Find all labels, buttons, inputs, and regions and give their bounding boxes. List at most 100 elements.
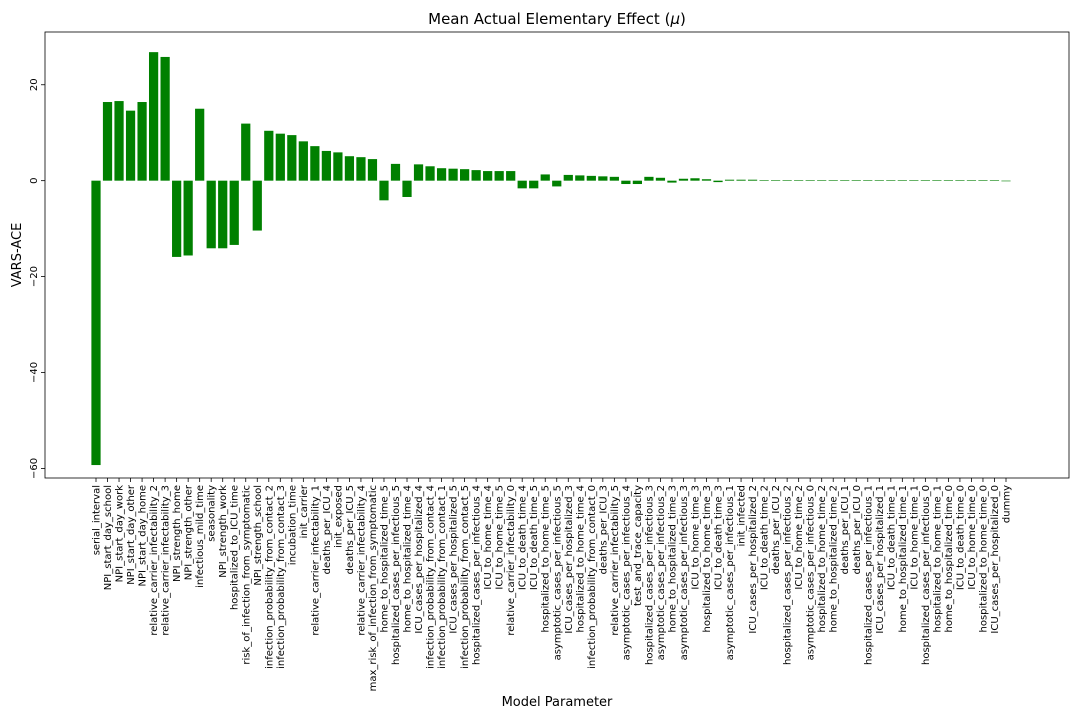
x-tick-label: relative_carrier_infectability_2 [149,485,160,636]
x-tick-label: hospitalized_cases_per_infectious_2 [783,485,794,665]
bar-hospitalized_to_home_time_0 [978,180,988,181]
x-tick-label: risk_of_infection_from_symptomatic [241,485,252,665]
bar-deaths_per_ICU_1 [840,180,850,181]
bar-relative_carrier_infectability_4 [356,157,366,181]
bar-hospitalized_cases_per_infectious_2 [782,180,792,181]
bar-hospitalized_cases_per_infectious_3 [644,176,654,181]
bar-infection_probability_from_contact_2 [264,130,274,181]
x-tick-label: infection_probability_from_contact_1 [437,485,448,669]
x-tick-label: hospitalized_to_home_time_0 [978,485,989,633]
bar-ICU_to_death_time_2 [759,180,769,181]
y-tick-label: 20 [29,78,40,91]
x-tick-label: ICU_to_home_time_4 [483,485,494,590]
y-axis-title: VARS-ACE [10,223,25,288]
bar-NPI_start_day_home [137,102,147,181]
x-tick-label: hospitalized_cases_per_infectious_4 [472,485,483,665]
bar-ICU_cases_per_hospitalized_2 [747,179,758,181]
x-tick-label: ICU_to_death_time_4 [518,485,529,590]
bar-relative_carrier_infectability_3 [160,56,170,181]
bar-hospitalized_cases_per_infectious_5 [390,163,401,181]
bar-ICU_to_home_time_2 [794,180,804,181]
bar-NPI_strength_other [183,180,193,256]
bar-max_risk_of_infection_from_symptomatic [367,159,378,181]
x-tick-label: ICU_to_death_time_5 [529,485,540,590]
bar-infection_probability_from_contact_5 [460,169,470,181]
x-tick-label: NPI_start_day_other [126,484,137,585]
bar-ICU_to_death_time_0 [955,180,965,181]
bar-ICU_to_home_time_0 [966,180,977,181]
x-tick-label: relative_carrier_infectability_4 [356,485,367,636]
bar-infectious_mild_time [195,108,205,181]
x-tick-label: NPI_strength_school [253,485,264,586]
bar-deaths_per_ICU_0 [851,180,861,181]
x-tick-label: home_to_hospitalized_time_5 [379,485,390,633]
bar-asymptotic_cases_per_infectious_5 [552,180,562,187]
x-tick-label: infection_probability_from_contact_2 [264,485,275,669]
x-tick-label: NPI_start_day_work [115,485,126,583]
bar-serial_interval [91,180,101,466]
bar-hospitalized_to_ICU_time [229,180,239,245]
x-tick-label: NPI_start_day_home [138,485,149,587]
x-tick-label: init_carrier [299,484,310,538]
bar-ICU_to_home_time_4 [483,171,493,181]
bar-NPI_start_day_other [125,110,136,181]
x-tick-label: dummy [1002,485,1013,523]
bar-asymptotic_cases_per_infectious_2 [655,177,666,181]
x-tick-label: ICU_to_home_time_5 [495,485,506,590]
bar-ICU_to_home_time_3 [690,178,700,181]
bar-hospitalized_cases_per_infectious_1 [863,180,873,181]
bar-home_to_hospitalized_time_0 [943,180,954,181]
x-tick-label: hospitalized_to_home_time_5 [541,485,552,633]
bar-ICU_to_home_time_1 [909,180,919,181]
x-tick-label: home_to_hospitalized_time_1 [898,485,909,633]
x-tick-label: hospitalized_cases_per_infectious_3 [644,485,655,665]
bar-init_exposed [333,152,343,181]
x-tick-label: ICU_cases_per_hospitalized_1 [875,485,886,634]
bar-ICU_cases_per_hospitalized_1 [874,180,884,181]
x-tick-label: hospitalized_cases_per_infectious_5 [391,485,402,665]
x-tick-label: infection_probability_from_contact_5 [460,485,471,669]
x-tick-label: hospitalized_to_home_time_4 [575,485,586,633]
x-tick-label: hospitalized_to_ICU_time [230,485,241,610]
x-tick-label: hospitalized_to_home_time_3 [702,485,713,633]
bar-NPI_start_day_school [102,102,113,181]
bar-deaths_per_ICU_5 [344,156,355,181]
plot-frame [44,31,1070,479]
bar-NPI_strength_work [218,180,228,249]
x-tick-label: relative_carrier_infectability_1 [310,485,321,636]
x-tick-label: home_to_hospitalized_time_4 [403,485,414,633]
bar-ICU_cases_per_hospitalized_4 [413,164,424,181]
bar-incubation_time [287,135,297,181]
bar-relative_carrier_infectability_1 [310,146,320,181]
x-tick-label: ICU_to_home_time_2 [794,485,805,590]
x-tick-label: incubation_time [287,485,298,565]
x-tick-label: deaths_per_ICU_3 [598,485,609,574]
bar-infection_probability_from_contact_0 [586,175,596,181]
y-tick-label: 0 [29,177,40,183]
bar-risk_of_infection_from_symptomatic [241,123,251,181]
bar-home_to_hospitalized_time_2 [828,180,838,181]
x-tick-label: NPI_strength_work [218,485,229,578]
x-tick-label: home_to_hospitalized_time_3 [667,485,678,633]
bar-hospitalized_to_home_time_4 [575,175,585,181]
y-tick-label: −20 [29,266,40,287]
x-tick-label: home_to_hospitalized_time_0 [944,485,955,633]
x-tick-label: ICU_to_home_time_3 [690,485,701,590]
bar-NPI_start_day_work [114,101,124,181]
x-tick-label: ICU_cases_per_hospitalized_4 [414,485,425,634]
x-tick-label: deaths_per_ICU_5 [345,485,356,574]
bar-infection_probability_from_contact_1 [436,168,447,181]
bars-group [91,52,1011,466]
y-axis: −60 −40 −20 0 20 [29,78,45,479]
x-tick-label: hospitalized_cases_per_infectious_0 [921,485,932,665]
x-tick-label: ICU_to_death_time_1 [886,485,897,590]
x-tick-label: seasonality [207,485,218,542]
bar-hospitalized_cases_per_infectious_4 [471,170,481,181]
x-tick-label: ICU_to_death_time_0 [955,485,966,590]
x-tick-label: init_exposed [333,485,344,548]
bar-hospitalized_to_home_time_5 [540,174,550,181]
x-tick-label: ICU_cases_per_hospitalized_2 [748,485,759,634]
bar-hospitalized_to_home_time_2 [817,180,827,181]
bar-NPI_strength_school [252,180,262,231]
bar-test_and_trace_capacity [632,180,642,185]
